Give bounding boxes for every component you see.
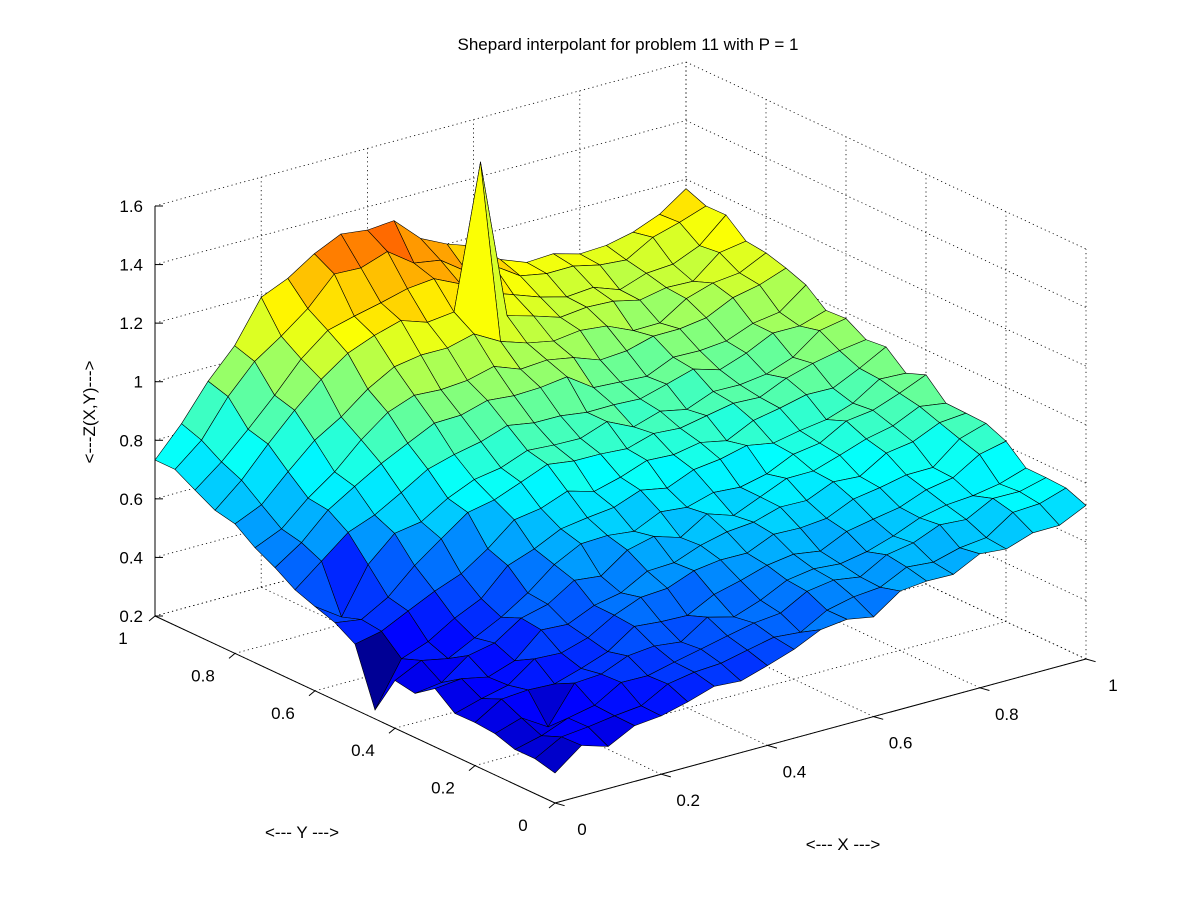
y-axis-label: <--- Y --->	[265, 823, 339, 842]
y-tick-mark	[388, 727, 396, 734]
x-tick-mark	[661, 773, 671, 778]
x-tick-label: 0.6	[889, 734, 913, 753]
x-tick-mark	[979, 687, 990, 691]
z-axis-label: <---Z(X,Y)--->	[80, 360, 99, 463]
y-tick-mark	[148, 615, 156, 622]
x-axis-line	[554, 658, 1087, 804]
x-tick-label: 0	[577, 820, 586, 839]
x-tick-label: 1	[1108, 676, 1117, 695]
z-tick-label: 0.8	[119, 431, 143, 450]
surface	[154, 161, 1087, 774]
y-tick-mark	[468, 765, 476, 771]
z-tick-label: 0.2	[119, 607, 143, 626]
x-tick-mark	[767, 744, 778, 749]
y-axis-line	[154, 615, 556, 804]
y-tick-label: 0.6	[271, 704, 295, 723]
x-tick-mark	[873, 716, 884, 720]
z-grid-line-back	[154, 178, 687, 324]
y-tick-label: 0.4	[351, 741, 375, 760]
z-tick-label: 1	[134, 373, 143, 392]
axes	[154, 206, 1087, 804]
x-axis-label: <--- X --->	[806, 835, 881, 854]
x-tick-label: 0.8	[995, 705, 1019, 724]
x-tick-mark	[1085, 658, 1096, 663]
z-grid-line-side	[685, 237, 1087, 426]
chart-title: Shepard interpolant for problem 11 with …	[458, 35, 799, 54]
y-tick-label: 0.2	[431, 779, 455, 798]
y-tick-mark	[548, 802, 556, 809]
z-grid-line-back	[154, 120, 687, 265]
z-tick-label: 1.2	[119, 314, 143, 333]
z-grid-line-back	[154, 61, 687, 207]
tick-labels: 0 0.2 0.4 0.6 0.8 1 0 0.2 0.4 0.6 0.8 1 0.2 0.4 0.6 0.8…	[118, 197, 1117, 839]
y-grid-line-floor	[474, 621, 1007, 766]
y-tick-label: 0.8	[191, 666, 215, 685]
z-grid-line-side	[685, 120, 1087, 308]
y-tick-label: 1	[118, 629, 127, 648]
surface-facet	[534, 736, 582, 774]
x-tick-mark	[554, 802, 565, 807]
z-tick-label: 0.6	[119, 490, 143, 509]
z-grid-line-side	[685, 178, 1087, 367]
y-tick-mark	[228, 653, 236, 659]
z-grid-line-side	[685, 61, 1087, 250]
y-tick-mark	[308, 690, 316, 697]
y-tick-label: 0	[518, 816, 527, 835]
z-tick-label: 1.6	[119, 197, 143, 216]
z-tick-label: 0.4	[119, 548, 143, 567]
x-tick-label: 0.2	[676, 791, 700, 810]
z-tick-label: 1.4	[119, 256, 143, 275]
x-tick-label: 0.4	[783, 762, 807, 781]
